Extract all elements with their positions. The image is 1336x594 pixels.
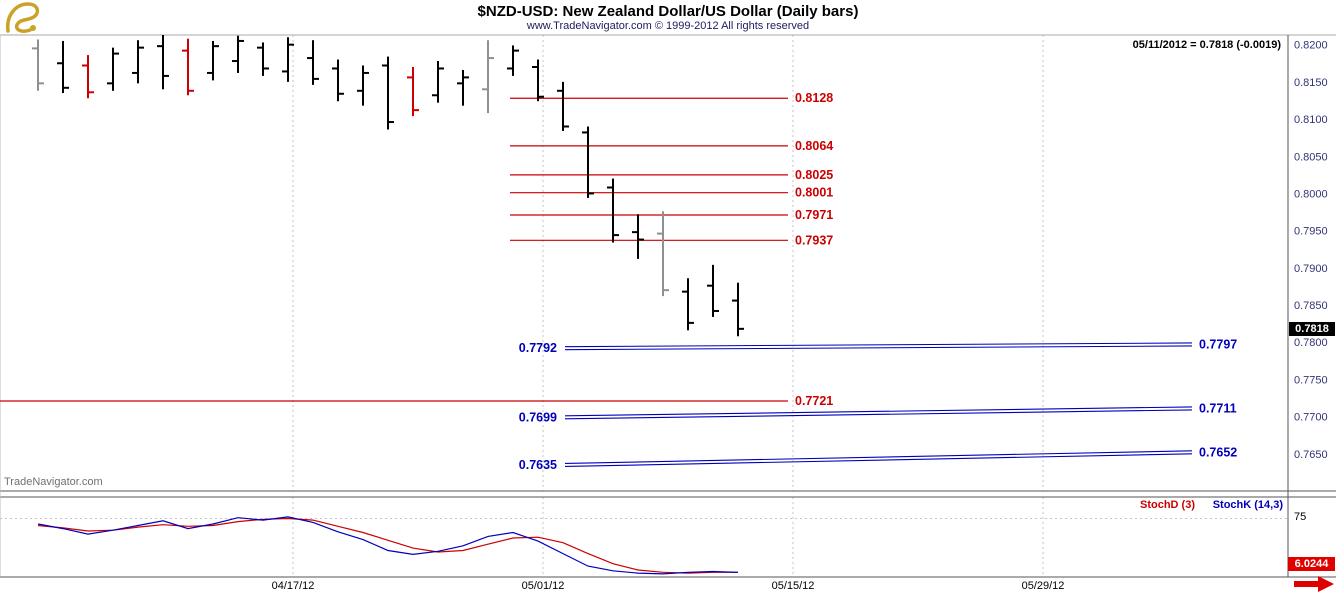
scroll-right-arrow[interactable] [1292,575,1336,593]
price-tick-label: 0.7800 [1294,337,1328,349]
date-tick-label: 04/17/12 [272,580,315,592]
price-tick-label: 0.8050 [1294,151,1328,163]
resistance-level-label: 0.7971 [795,208,833,222]
support-channel-line[interactable] [564,453,1193,468]
chart-title: $NZD-USD: New Zealand Dollar/US Dollar (… [477,3,859,20]
resistance-level-label: 0.8128 [795,91,833,105]
price-tick-label: 0.8000 [1294,188,1328,200]
stochd-line[interactable] [37,517,738,574]
price-tick-label: 0.7750 [1294,374,1328,386]
price-tick-label: 0.8150 [1294,77,1328,89]
price-tick-label: 0.7700 [1294,412,1328,424]
resistance-level-label: 0.7721 [795,394,833,408]
price-tick-label: 0.8200 [1294,40,1328,52]
support-label-right: 0.7652 [1199,445,1237,459]
chart-subtitle: www.TradeNavigator.com © 1999-2012 All r… [526,20,810,32]
support-label-right: 0.7711 [1199,401,1237,415]
price-tick-label: 0.7950 [1294,226,1328,238]
date-tick-label: 05/01/12 [522,580,565,592]
date-tick-label: 05/29/12 [1022,580,1065,592]
support-channel-line[interactable] [564,409,1193,420]
price-tick-label: 0.7650 [1294,449,1328,461]
stoch-value-badge: 6.0244 [1288,557,1335,571]
support-channel-line[interactable] [564,406,1193,417]
resistance-level-label: 0.7937 [795,233,833,247]
resistance-level-label: 0.8001 [795,186,833,200]
support-label-right: 0.7797 [1199,337,1237,351]
support-label-left: 0.7792 [519,341,557,355]
last-quote-readout: 05/11/2012 = 0.7818 (-0.0019) [1132,39,1281,51]
last-price-badge: 0.7818 [1289,321,1335,336]
price-tick-label: 0.7900 [1294,263,1328,275]
resistance-level-label: 0.8064 [795,139,833,153]
support-label-left: 0.7635 [519,458,557,472]
stochk-legend-label[interactable]: StochK (14,3) [1212,499,1283,511]
resistance-level-label: 0.8025 [795,168,833,182]
price-tick-label: 0.8100 [1294,114,1328,126]
support-channel-line[interactable] [564,450,1193,465]
tradenavigator-logo-icon [6,2,40,33]
support-label-left: 0.7699 [519,410,557,424]
stochk-line[interactable] [37,516,739,575]
support-channel-line[interactable] [564,345,1193,351]
watermark-text: TradeNavigator.com [4,476,103,488]
support-channel-line[interactable] [564,342,1193,348]
stochd-legend-label[interactable]: StochD (3) [1140,499,1195,511]
date-tick-label: 05/15/12 [772,580,815,592]
stoch-scale-label: 75 [1294,511,1307,523]
price-tick-label: 0.7850 [1294,300,1328,312]
